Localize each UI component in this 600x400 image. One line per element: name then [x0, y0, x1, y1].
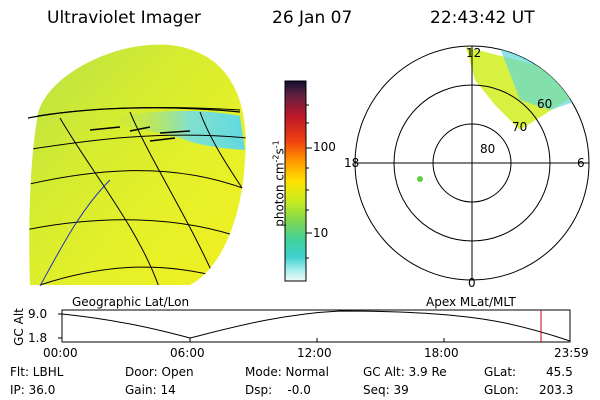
info-seq: Seq: 39: [363, 383, 409, 397]
colorbar-unit-exp1: -2: [271, 154, 281, 163]
instrument-title: Ultraviolet Imager: [47, 8, 201, 28]
polar-ring-70: 70: [512, 120, 528, 134]
info-glon-label: GLon:: [484, 383, 519, 397]
polar-label-12: 12: [466, 46, 482, 60]
colorbar: [284, 80, 307, 282]
timeline-left-title: Geographic Lat/Lon: [72, 295, 190, 309]
info-gc-alt: GC Alt: 3.9 Re: [363, 365, 447, 379]
observation-time: 22:43:42 UT: [430, 8, 535, 28]
colorbar-unit-label: photon cm-2s-1: [272, 119, 287, 249]
polar-label-18: 18: [344, 156, 360, 170]
timeline-tick-0600: 06:00: [170, 346, 205, 360]
polar-plot: [354, 45, 590, 281]
info-gain: Gain: 14: [125, 383, 176, 397]
timeline-tick-2359: 23:59: [554, 346, 589, 360]
colorbar-tick-100: 100: [313, 140, 336, 154]
timeline-axis-label: GC Alt: [12, 308, 26, 346]
timeline-y-top: 9.0: [28, 307, 48, 321]
timeline-plot: [58, 309, 571, 343]
info-filter: Flt: LBHL: [10, 365, 64, 379]
timeline-tick-1800: 18:00: [424, 346, 459, 360]
polar-label-0: 0: [468, 276, 476, 290]
observation-date: 26 Jan 07: [272, 8, 353, 28]
colorbar-tick-10: 10: [313, 226, 329, 240]
info-glat-value: 45.5: [546, 365, 573, 379]
info-mode: Mode: Normal: [245, 365, 329, 379]
info-glat-label: GLat:: [484, 365, 517, 379]
polar-label-6: 6: [577, 156, 585, 170]
earth-image: [27, 44, 246, 287]
colorbar-unit-exp2: -1: [271, 140, 281, 149]
timeline-tick-0000: 00:00: [43, 346, 78, 360]
info-ip: IP: 36.0: [10, 383, 56, 397]
info-dsp: Dsp: -0.0: [245, 383, 311, 397]
colorbar-unit-mid: s: [272, 148, 287, 155]
polar-ring-80: 80: [480, 142, 496, 156]
colorbar-unit-main: photon cm: [272, 162, 287, 227]
info-glon-value: 203.3: [539, 383, 574, 397]
timeline-right-title: Apex MLat/MLT: [426, 295, 516, 309]
colorbar-ticks: [306, 104, 312, 259]
info-door: Door: Open: [125, 365, 194, 379]
timeline-tick-1200: 12:00: [297, 346, 332, 360]
timeline-y-bottom: 1.8: [28, 331, 48, 345]
polar-ring-60: 60: [537, 97, 553, 111]
